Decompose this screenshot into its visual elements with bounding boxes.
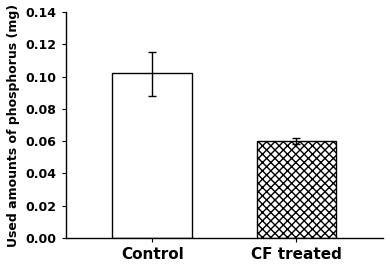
Bar (257, 141, 336, 238)
Y-axis label: Used amounts of phosphorus (mg): Used amounts of phosphorus (mg) (7, 3, 20, 247)
Bar (112, 73, 192, 238)
